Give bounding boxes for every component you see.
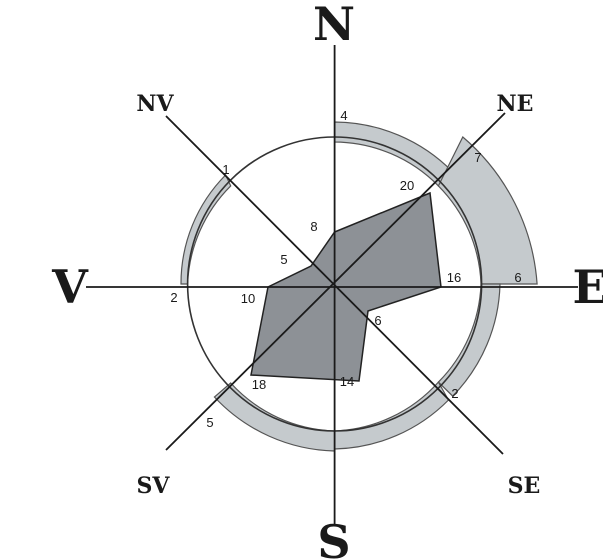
ring-band-se-s bbox=[334, 381, 450, 450]
label-northwest: NV bbox=[136, 91, 174, 117]
outer-value-sv: 5 bbox=[206, 415, 213, 430]
ring-band-ne-e bbox=[437, 136, 538, 285]
ring-band-s-sv bbox=[213, 382, 336, 452]
inner-value-ne: 20 bbox=[400, 178, 414, 193]
inner-value-nv: 5 bbox=[280, 252, 287, 267]
outer-value-ne: 7 bbox=[474, 150, 481, 165]
inner-value-n: 8 bbox=[310, 219, 317, 234]
compass-axes bbox=[86, 45, 578, 525]
inner-value-sv: 18 bbox=[252, 377, 266, 392]
axis-nw-se bbox=[165, 115, 504, 455]
outer-value-se: 2 bbox=[451, 386, 458, 401]
label-southeast: SE bbox=[508, 473, 541, 499]
outer-value-v: 2 bbox=[170, 290, 177, 305]
outer-value-n: 4 bbox=[340, 108, 347, 123]
inner-value-v: 10 bbox=[241, 291, 255, 306]
outer-value-e: 6 bbox=[514, 270, 521, 285]
label-southwest: SV bbox=[137, 473, 171, 499]
inner-value-s: 14 bbox=[340, 374, 354, 389]
label-south: S bbox=[317, 515, 350, 560]
label-north: N bbox=[313, 0, 355, 51]
label-east: E bbox=[572, 260, 603, 314]
outer-frequency-ring bbox=[180, 121, 538, 452]
ring-band-e-se bbox=[437, 283, 501, 397]
inner-value-e: 16 bbox=[447, 270, 461, 285]
axis-sw-ne bbox=[165, 112, 506, 451]
label-west: V bbox=[51, 260, 89, 314]
inner-value-se: 6 bbox=[374, 313, 381, 328]
label-northeast: NE bbox=[497, 91, 534, 117]
outer-value-nv: 1 bbox=[222, 162, 229, 177]
